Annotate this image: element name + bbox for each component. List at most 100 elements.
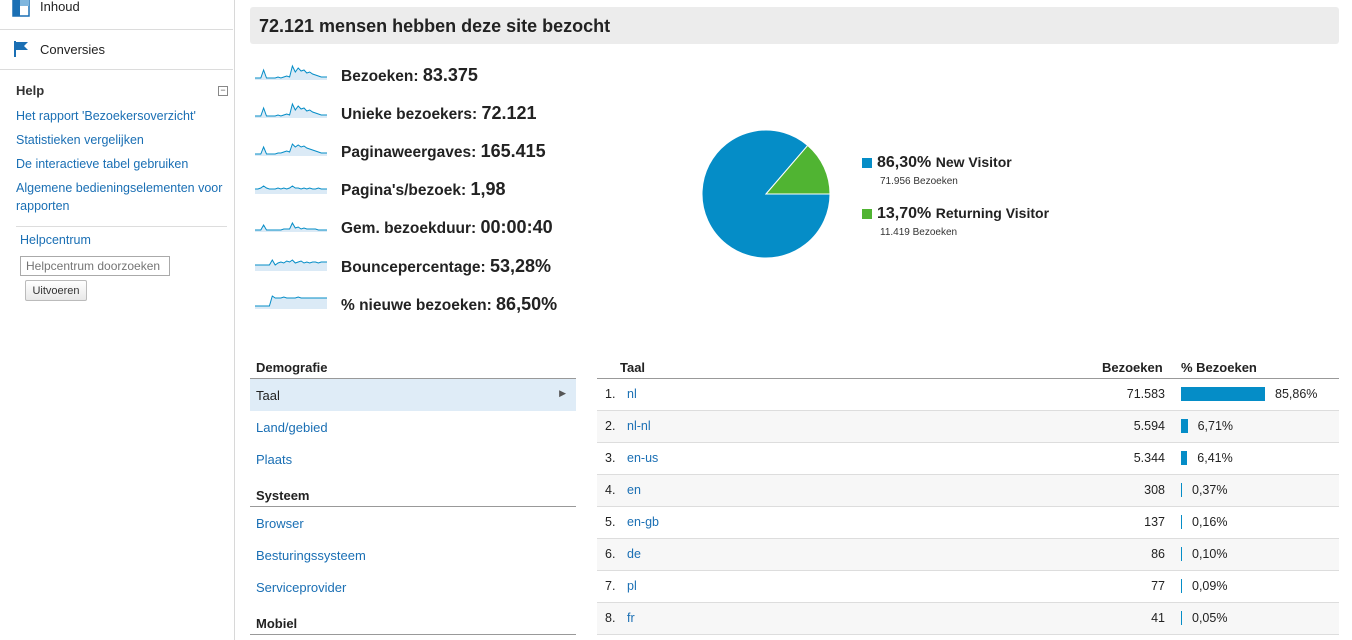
sidebar-item-inhoud[interactable]: Inhoud bbox=[0, 0, 233, 30]
row-bar bbox=[1181, 483, 1182, 497]
collapse-icon[interactable]: − bbox=[218, 86, 228, 96]
sparkline bbox=[255, 143, 327, 156]
metric-value: 165.415 bbox=[480, 141, 546, 161]
sidebar-item-label: Inhoud bbox=[40, 0, 80, 14]
helpcenter-search-input[interactable] bbox=[20, 256, 170, 276]
page-title: 72.121 mensen hebben deze site bezocht bbox=[259, 16, 611, 36]
sidebar: Inhoud Conversies Help − Het rapport 'Be… bbox=[0, 0, 235, 640]
dimension-os[interactable]: Besturingssysteem bbox=[256, 548, 366, 563]
sparkline bbox=[255, 259, 327, 271]
sparkline bbox=[255, 185, 327, 194]
row-language-link[interactable]: nl-nl bbox=[627, 419, 651, 433]
col-header-pct[interactable]: % Bezoeken bbox=[1181, 360, 1257, 375]
row-index: 4. bbox=[605, 483, 616, 497]
metric-name: Unieke bezoekers: bbox=[341, 106, 478, 123]
legend-swatch bbox=[862, 209, 872, 219]
table-row: 6. de 86 0,10% bbox=[597, 539, 1339, 571]
helpcenter-link[interactable]: Helpcentrum bbox=[20, 233, 91, 247]
row-visits: 137 bbox=[1144, 515, 1165, 529]
help-link[interactable]: Algemene bedieningselementen voor rappor… bbox=[16, 181, 223, 213]
metric-name: Paginaweergaves: bbox=[341, 144, 477, 161]
row-bar bbox=[1181, 611, 1182, 625]
table-row: 3. en-us 5.344 6,41% bbox=[597, 443, 1339, 475]
help-link[interactable]: Het rapport 'Bezoekersoverzicht' bbox=[16, 109, 196, 123]
sidebar-item-label: Conversies bbox=[40, 42, 106, 57]
metric-name: % nieuwe bezoeken: bbox=[341, 297, 492, 314]
table-row: 4. en 308 0,37% bbox=[597, 475, 1339, 507]
row-bar bbox=[1181, 387, 1265, 401]
legend-pct: 86,30% New Visitor bbox=[877, 154, 1012, 171]
row-language-link[interactable]: pl bbox=[627, 579, 637, 593]
pie-slice-returning[interactable] bbox=[764, 144, 831, 195]
row-language-link[interactable]: en-us bbox=[627, 451, 659, 465]
metric-label: Unieke bezoekers: 72.121 bbox=[341, 103, 537, 124]
row-bar bbox=[1181, 579, 1182, 593]
row-visits: 71.583 bbox=[1126, 387, 1165, 401]
row-index: 6. bbox=[605, 547, 616, 561]
group-mobiel: Mobiel bbox=[250, 612, 576, 635]
pie-chart bbox=[701, 129, 831, 259]
legend-swatch bbox=[862, 158, 872, 168]
row-index: 7. bbox=[605, 579, 616, 593]
dimension-taal[interactable]: Taal ▶ bbox=[250, 379, 576, 411]
metric-label: Gem. bezoekduur: 00:00:40 bbox=[341, 217, 553, 238]
legend-sub: 71.956 Bezoeken bbox=[880, 176, 958, 187]
row-index: 1. bbox=[605, 387, 616, 401]
legend-name: Returning Visitor bbox=[935, 205, 1050, 221]
col-header-taal[interactable]: Taal bbox=[620, 360, 646, 375]
legend-sub: 11.419 Bezoeken bbox=[880, 227, 958, 238]
sidebar-item-conversies[interactable]: Conversies bbox=[0, 29, 233, 70]
submit-button[interactable]: Uitvoeren bbox=[25, 280, 87, 301]
sparkline bbox=[255, 295, 327, 309]
metric-value: 00:00:40 bbox=[480, 217, 553, 237]
chevron-right-icon: ▶ bbox=[559, 388, 566, 398]
table-header: Taal Bezoeken % Bezoeken bbox=[597, 356, 1339, 379]
row-pct: 0,37% bbox=[1192, 483, 1228, 497]
legend-name: New Visitor bbox=[935, 154, 1012, 170]
table-row: 2. nl-nl 5.594 6,71% bbox=[597, 411, 1339, 443]
table-row: 7. pl 77 0,09% bbox=[597, 571, 1339, 603]
row-visits: 5.594 bbox=[1133, 419, 1165, 433]
metric-name: Bouncepercentage: bbox=[341, 259, 486, 276]
dimension-land[interactable]: Land/gebied bbox=[256, 420, 328, 435]
sparkline bbox=[255, 102, 327, 118]
row-index: 3. bbox=[605, 451, 616, 465]
row-visits: 308 bbox=[1144, 483, 1165, 497]
metric-label: Paginaweergaves: 165.415 bbox=[341, 141, 546, 162]
help-link[interactable]: Statistieken vergelijken bbox=[16, 133, 144, 147]
row-visits: 41 bbox=[1151, 611, 1165, 625]
row-index: 8. bbox=[605, 611, 616, 625]
row-language-link[interactable]: nl bbox=[627, 387, 637, 401]
row-index: 2. bbox=[605, 419, 616, 433]
divider bbox=[16, 226, 227, 227]
row-language-link[interactable]: de bbox=[627, 547, 641, 561]
row-bar bbox=[1181, 419, 1188, 433]
metric-value: 86,50% bbox=[496, 294, 558, 314]
help-link[interactable]: De interactieve tabel gebruiken bbox=[16, 157, 189, 171]
metric-label: Bezoeken: 83.375 bbox=[341, 65, 478, 86]
row-language-link[interactable]: en bbox=[627, 483, 641, 497]
row-pct: 0,10% bbox=[1192, 547, 1228, 561]
legend-pct: 13,70% Returning Visitor bbox=[877, 205, 1050, 222]
metric-name: Gem. bezoekduur: bbox=[341, 220, 477, 237]
row-pct: 0,05% bbox=[1192, 611, 1228, 625]
metric-name: Bezoeken: bbox=[341, 68, 419, 85]
sparkline bbox=[255, 64, 327, 80]
group-demografie: Demografie bbox=[250, 356, 576, 379]
row-visits: 5.344 bbox=[1133, 451, 1165, 465]
dimension-plaats[interactable]: Plaats bbox=[256, 452, 293, 467]
row-index: 5. bbox=[605, 515, 616, 529]
page-title-bar: 72.121 mensen hebben deze site bezocht bbox=[250, 7, 1339, 44]
row-pct: 6,71% bbox=[1197, 419, 1234, 433]
row-language-link[interactable]: fr bbox=[627, 611, 635, 625]
row-visits: 86 bbox=[1151, 547, 1165, 561]
content-icon bbox=[12, 0, 30, 17]
metric-label: Pagina's/bezoek: 1,98 bbox=[341, 179, 506, 200]
dimension-browser[interactable]: Browser bbox=[256, 516, 304, 531]
row-language-link[interactable]: en-gb bbox=[627, 515, 659, 529]
language-table: Taal Bezoeken % Bezoeken 1. nl 71.583 85,86… bbox=[597, 356, 1339, 635]
dimension-provider[interactable]: Serviceprovider bbox=[256, 580, 347, 595]
col-header-bezoeken[interactable]: Bezoeken bbox=[1102, 360, 1163, 375]
metric-label: Bouncepercentage: 53,28% bbox=[341, 256, 551, 277]
metric-value: 72.121 bbox=[481, 103, 537, 123]
